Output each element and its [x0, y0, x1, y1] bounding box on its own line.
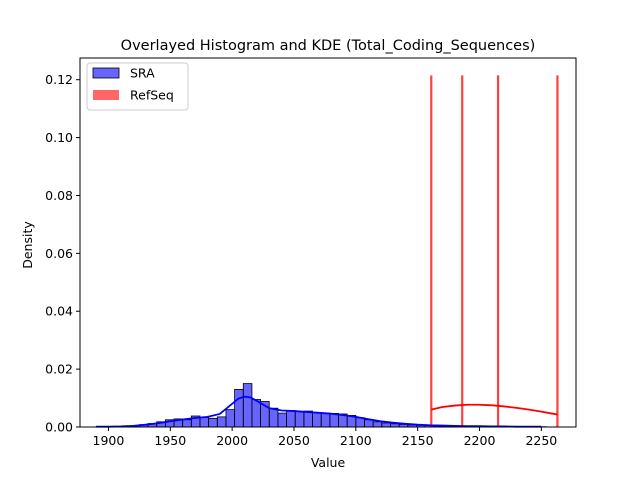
sra-histogram-bar: [303, 410, 313, 428]
sra-histogram-bar: [381, 422, 391, 428]
sra-histogram-bar: [286, 410, 296, 428]
sra-histogram-bar: [312, 412, 322, 428]
sra-histogram-bar: [208, 417, 218, 428]
axes-frame: [79, 57, 577, 428]
x-tick-label: 2100: [340, 433, 372, 448]
legend: SRA RefSeq: [86, 62, 189, 111]
y-tick-label: 0.10: [45, 130, 73, 145]
x-tick-label: 1950: [154, 433, 186, 448]
x-tick-label: 2000: [216, 433, 248, 448]
y-tick-label: 0.12: [45, 72, 73, 87]
legend-swatch-refseq: [93, 90, 119, 100]
x-tick-label: 2050: [278, 433, 310, 448]
sra-histogram-bar: [182, 419, 192, 428]
plot-area: 1900 1950 2000 2050 2100 2150 2200 2250 0.00 0.02…: [45, 57, 577, 448]
y-tick-label: 0.06: [45, 246, 73, 261]
x-tick-label: 2200: [464, 433, 496, 448]
sra-histogram-bar: [372, 421, 383, 428]
sra-kde-curve: [96, 395, 542, 428]
y-axis-label: Density: [20, 221, 35, 269]
refseq-kde-curve: [431, 403, 558, 416]
x-tick-label: 2250: [525, 433, 557, 448]
legend-swatch-sra: [92, 67, 120, 79]
sra-histogram-bar: [199, 417, 210, 428]
y-tick-label: 0.00: [45, 420, 73, 435]
legend-label-refseq: RefSeq: [130, 88, 174, 103]
sra-histogram-bar: [216, 416, 227, 428]
sra-histogram-bar: [294, 410, 305, 428]
sra-histogram-bar: [251, 399, 261, 428]
sra-histogram-bar: [242, 383, 253, 428]
y-tick-label: 0.08: [45, 188, 73, 203]
sra-histogram-bar: [234, 388, 244, 428]
sra-histogram-bar: [268, 407, 279, 428]
x-tick-label: 2150: [402, 433, 434, 448]
x-tick-label: 1900: [93, 433, 125, 448]
y-tick-label: 0.04: [45, 304, 73, 319]
sra-histogram-bar: [225, 409, 236, 428]
legend-label-sra: SRA: [130, 66, 155, 81]
y-tick-label: 0.02: [45, 362, 73, 377]
sra-histogram-bar: [320, 412, 331, 428]
sra-histogram-bar: [277, 412, 287, 428]
sra-histogram-bar: [364, 419, 374, 428]
chart-title: Overlayed Histogram and KDE (Total_Codin…: [121, 38, 536, 54]
x-axis-label: Value: [311, 455, 346, 470]
sra-histogram-bar: [329, 412, 339, 428]
